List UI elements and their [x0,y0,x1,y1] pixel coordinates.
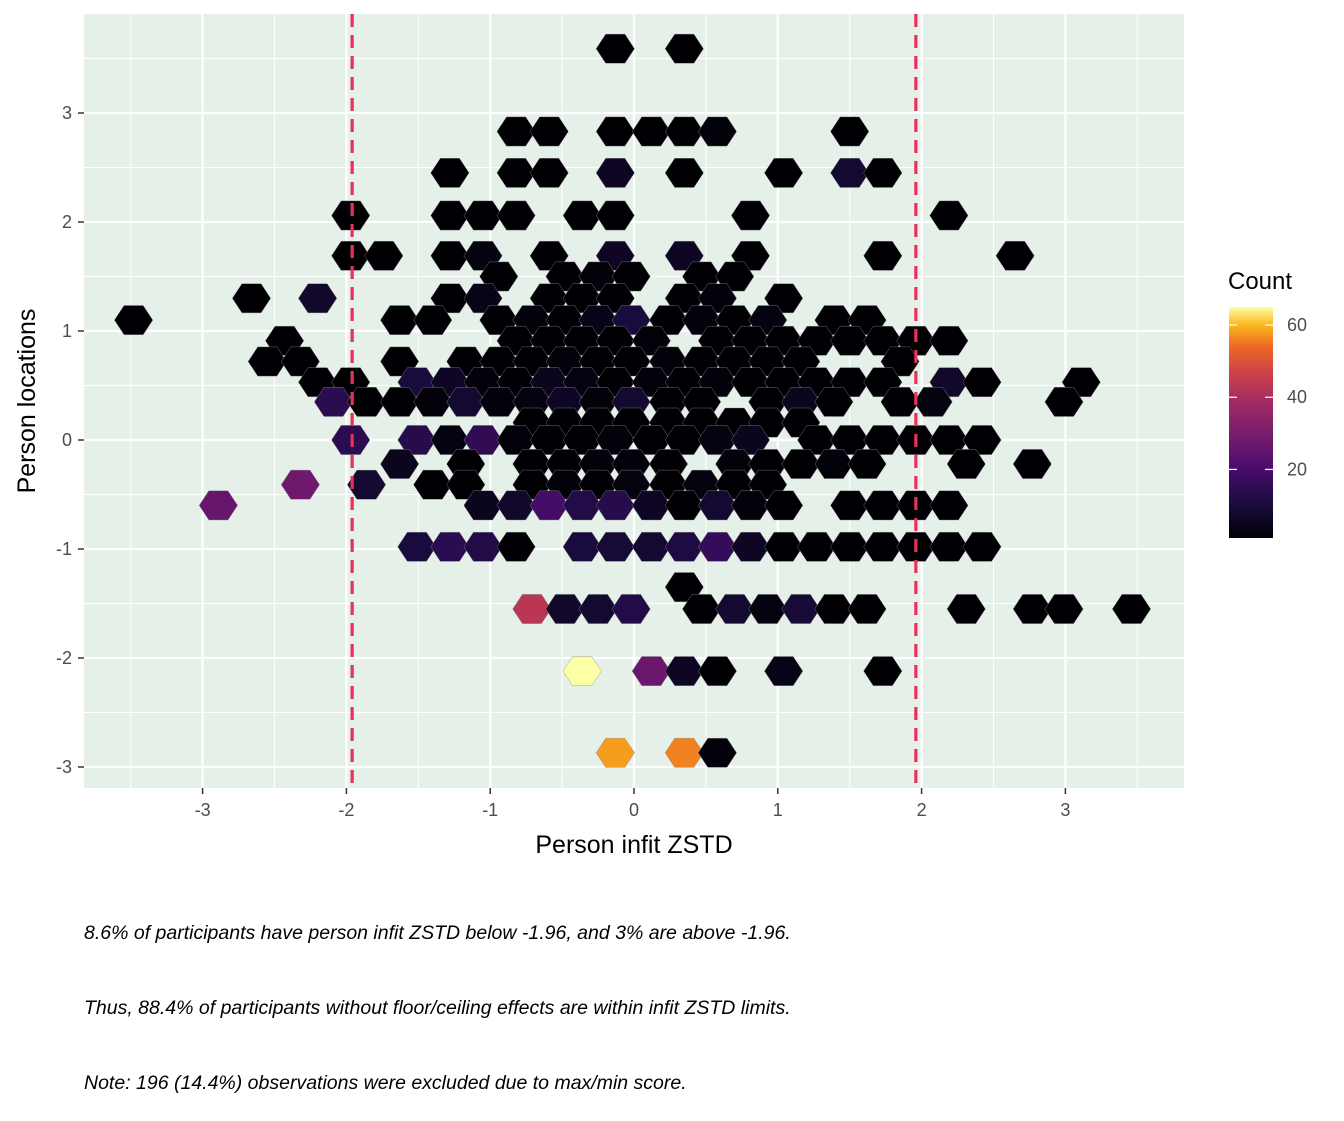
hexbin [946,449,986,479]
hexbin [929,200,969,231]
x-tick-label: 3 [1060,800,1070,820]
hexbin [496,200,536,231]
hexbin [962,367,1002,397]
hexbin [1044,594,1084,624]
x-tick-label: -3 [195,800,211,820]
legend-tick-label: 20 [1287,459,1307,479]
hexbin [929,326,969,356]
hexbin [847,449,887,479]
hexbin [114,305,154,335]
hexbin [913,387,953,417]
hexbin [1044,387,1084,417]
x-tick-label: 1 [773,800,783,820]
legend-ticks: 20 40 60 [1229,315,1307,479]
hexbin [198,490,238,521]
hexbin [232,283,271,314]
hexbin [697,738,737,768]
hexbin [380,449,420,479]
legend-tick-label: 60 [1287,315,1307,335]
chart-caption: 8.6% of participants have person infit Z… [84,871,791,1121]
caption-line: 8.6% of participants have person infit Z… [84,922,791,944]
legend-tick-label: 40 [1287,387,1307,407]
hexbin [764,158,804,188]
x-axis-ticks: -3 -2 -1 0 1 2 3 [195,788,1070,820]
legend: Count 20 40 60 [1228,268,1307,538]
hexbin [1012,449,1052,479]
hexbin [280,469,320,500]
hexbin [863,158,903,188]
hexbin [995,240,1035,271]
y-tick-label: -1 [56,539,72,559]
y-tick-label: 1 [62,321,72,341]
hexbin [430,158,470,188]
y-axis-title: Person locations [13,309,41,494]
hexbin [1112,594,1151,624]
hexbin [697,116,737,147]
y-tick-label: 2 [62,212,72,232]
hexbin [814,387,854,417]
hexbin [595,33,635,64]
hexbin [496,532,536,562]
y-axis-ticks: -3 -2 -1 0 1 2 3 [56,103,84,777]
y-tick-label: 0 [62,430,72,450]
hexbin [664,158,704,188]
y-tick-label: 3 [62,103,72,123]
x-axis-title: Person infit ZSTD [535,831,732,859]
hexbin [611,594,651,624]
hexbin [764,656,804,686]
hexbin [764,490,804,521]
x-tick-label: -1 [482,800,498,820]
hexbin [847,594,887,624]
x-tick-label: -2 [338,800,354,820]
hexbin [595,200,635,231]
x-tick-label: 0 [629,800,639,820]
y-tick-label: -3 [56,757,72,777]
legend-colorbar [1229,307,1273,538]
x-tick-label: 2 [917,800,927,820]
hexbin [595,738,635,768]
reference-lines [350,14,918,788]
hexbin [731,200,770,231]
hexbin [697,656,737,686]
hexbin [413,305,453,335]
hexbin [929,490,969,521]
hexbin [946,594,986,624]
caption-line: Note: 196 (14.4%) observations were excl… [84,1072,687,1094]
caption-line: Thus, 88.4% of participants without floo… [84,997,791,1019]
hexbin [298,283,338,314]
hexbin [962,532,1002,562]
hexbin [595,158,635,188]
y-tick-label: -2 [56,648,72,668]
hexbin [863,240,903,271]
hexbin [863,656,903,686]
hexbin [529,158,569,188]
hexbin [529,116,569,147]
hexbin [347,469,386,500]
hexbin [364,240,404,271]
hexbin [664,33,704,64]
hexbin-layer [114,33,1151,768]
hexbin [562,656,602,686]
hexbin [830,116,870,147]
legend-title: Count [1228,268,1292,295]
